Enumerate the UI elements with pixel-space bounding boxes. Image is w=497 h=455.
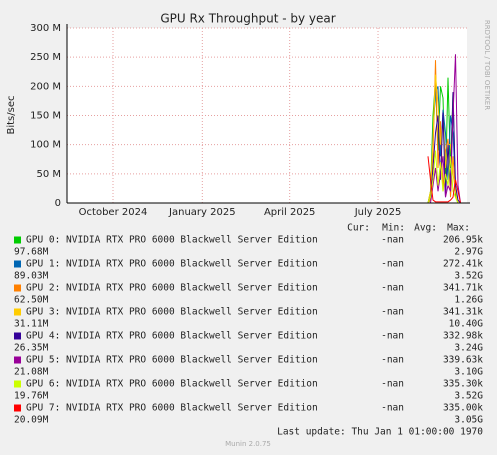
legend-max: 3.10G <box>454 367 483 378</box>
legend-label: GPU 2: NVIDIA RTX PRO 6000 Blackwell Ser… <box>26 283 318 294</box>
legend-header: Min: <box>382 223 405 234</box>
y-tick-label: 50 M <box>36 169 61 180</box>
legend-label: GPU 6: NVIDIA RTX PRO 6000 Blackwell Ser… <box>26 379 318 390</box>
legend-min: 339.63k <box>443 355 483 366</box>
y-tick-label: 200 M <box>30 81 61 92</box>
legend-swatch <box>14 260 21 268</box>
legend-swatch <box>14 308 21 316</box>
legend-header: Avg: <box>414 223 437 234</box>
y-axis-label: Bits/sec <box>6 96 17 135</box>
legend-min: 272.41k <box>443 259 483 270</box>
legend-label: GPU 1: NVIDIA RTX PRO 6000 Blackwell Ser… <box>26 259 318 270</box>
legend-max: 3.05G <box>454 415 483 426</box>
legend-avg: 20.09M <box>14 415 49 426</box>
series-line <box>428 54 466 204</box>
legend-min: 332.98k <box>443 331 483 342</box>
legend-max: 10.40G <box>449 319 484 330</box>
legend-max: 2.97G <box>454 247 483 258</box>
legend-label: GPU 5: NVIDIA RTX PRO 6000 Blackwell Ser… <box>26 355 318 366</box>
legend-swatch <box>14 356 21 364</box>
side-label: RRDTOOL / TOBI OETIKER <box>483 20 491 110</box>
legend-min: 341.71k <box>443 283 483 294</box>
legend-avg: 21.08M <box>14 367 49 378</box>
legend-cur: -nan <box>381 307 404 318</box>
grid: 0 50 M 100 M 150 M 200 M 250 M 300 M October 20… <box>30 23 467 218</box>
legend-label: GPU 4: NVIDIA RTX PRO 6000 Blackwell Ser… <box>26 331 318 342</box>
legend-cur: -nan <box>381 355 404 366</box>
legend-label: GPU 0: NVIDIA RTX PRO 6000 Blackwell Ser… <box>26 235 318 246</box>
legend-cur: -nan <box>381 379 404 390</box>
legend-swatch <box>14 404 21 412</box>
legend-swatch <box>14 284 21 292</box>
y-tick-label: 300 M <box>30 23 61 34</box>
legend-avg: 26.35M <box>14 343 49 354</box>
y-tick-label: 0 <box>55 198 61 209</box>
legend: Cur: Min: Avg: Max: GPU 0: NVIDIA RTX PRO 60… <box>14 223 483 426</box>
chart-title: GPU Rx Throughput - by year <box>160 12 335 26</box>
legend-min: 335.30k <box>443 379 483 390</box>
legend-cur: -nan <box>381 259 404 270</box>
legend-label: GPU 7: NVIDIA RTX PRO 6000 Blackwell Ser… <box>26 403 318 414</box>
legend-avg: 19.76M <box>14 391 49 402</box>
legend-max: 1.26G <box>454 295 483 306</box>
y-tick-label: 100 M <box>30 140 61 151</box>
x-tick-label: October 2024 <box>79 207 148 218</box>
legend-swatch <box>14 332 21 340</box>
legend-header: Cur: <box>347 223 370 234</box>
legend-avg: 97.68M <box>14 247 49 258</box>
legend-cur: -nan <box>381 235 404 246</box>
legend-max: 3.52G <box>454 391 483 402</box>
legend-avg: 62.50M <box>14 295 49 306</box>
last-update: Last update: Thu Jan 1 01:00:00 1970 <box>277 427 483 438</box>
legend-max: 3.24G <box>454 343 483 354</box>
legend-min: 341.31k <box>443 307 483 318</box>
legend-min: 335.00k <box>443 403 483 414</box>
y-tick-label: 250 M <box>30 52 61 63</box>
x-tick-label: July 2025 <box>354 207 402 218</box>
footer: Munin 2.0.75 <box>225 440 271 448</box>
x-tick-label: January 2025 <box>168 207 236 218</box>
y-tick-label: 150 M <box>30 111 61 122</box>
legend-avg: 31.11M <box>14 319 49 330</box>
legend-max: 3.52G <box>454 271 483 282</box>
series-line <box>427 156 466 204</box>
series-line <box>427 92 466 204</box>
legend-cur: -nan <box>381 403 404 414</box>
x-tick-label: April 2025 <box>264 207 315 218</box>
legend-header: Max: <box>447 223 470 234</box>
legend-avg: 89.03M <box>14 271 49 282</box>
legend-label: GPU 3: NVIDIA RTX PRO 6000 Blackwell Ser… <box>26 307 318 318</box>
legend-swatch <box>14 380 21 388</box>
legend-cur: -nan <box>381 331 404 342</box>
legend-cur: -nan <box>381 283 404 294</box>
legend-min: 206.95k <box>443 235 483 246</box>
legend-swatch <box>14 236 21 244</box>
